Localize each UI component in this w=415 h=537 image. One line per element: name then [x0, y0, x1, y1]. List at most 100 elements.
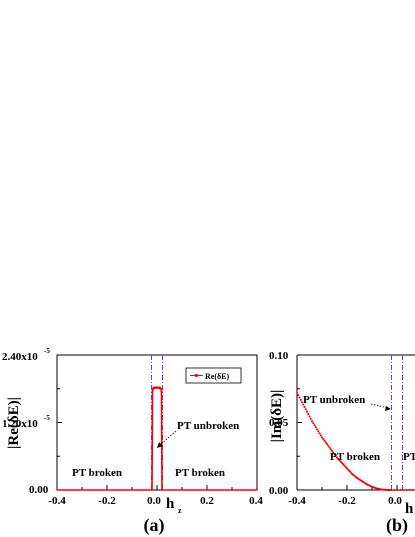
data-point	[393, 488, 396, 491]
data-point	[338, 459, 341, 462]
data-point	[339, 460, 342, 463]
data-point	[402, 488, 405, 491]
data-point	[333, 453, 336, 456]
y-tick-label: 0.10	[269, 350, 289, 362]
data-point	[396, 488, 399, 491]
region-label-pt-broken-right: PT broken	[175, 467, 225, 479]
tick-marks	[296, 354, 398, 491]
data-point	[304, 408, 307, 411]
data-point	[408, 488, 411, 491]
data-point	[323, 439, 326, 442]
x-axis-label: h	[405, 501, 414, 517]
data-point	[348, 470, 351, 473]
data-point	[330, 449, 334, 452]
y-tick-label: 0.00	[29, 484, 49, 496]
panel-b: |Im(δE)| 0.10 0.05 0.00 -0.4 -0.2 0.0 h …	[269, 350, 415, 536]
region-label-pt-broken: PT broken	[330, 451, 380, 463]
data-point	[317, 430, 320, 433]
data-point	[297, 394, 300, 397]
x-tick-label: -0.4	[288, 495, 306, 507]
x-tick-label: -0.2	[98, 495, 116, 507]
y-tick-exponent: -5	[44, 414, 50, 422]
data-point	[305, 410, 309, 413]
data-point	[344, 466, 347, 469]
region-label-pt-unbroken: PT unbroken	[303, 394, 365, 406]
region-label-pt-unbroken: PT unbroken	[177, 420, 239, 432]
data-point	[297, 391, 299, 394]
x-axis-label-subscript: z	[178, 506, 182, 515]
data-point	[337, 457, 340, 461]
data-point	[310, 420, 314, 423]
y-tick-label: 0.00	[269, 485, 289, 497]
annotation-arrowhead	[157, 442, 163, 448]
data-point	[399, 488, 402, 491]
data-point	[332, 451, 335, 454]
phase-boundary-lines	[391, 355, 403, 490]
annotation-arrow	[159, 430, 177, 446]
data-point	[318, 432, 321, 435]
im-dE-series	[297, 391, 414, 491]
data-point	[309, 417, 312, 420]
data-point	[335, 456, 339, 459]
data-point	[302, 403, 305, 406]
re-dE-series	[57, 386, 257, 491]
data-point	[334, 454, 337, 457]
data-point	[343, 464, 346, 467]
data-point	[324, 441, 327, 444]
data-point	[299, 398, 302, 401]
data-point	[322, 437, 325, 441]
data-point	[345, 467, 349, 470]
legend-box	[185, 367, 242, 384]
legend: Re(δE)	[185, 367, 242, 384]
panel-label-b: (b)	[386, 515, 408, 536]
data-point	[347, 468, 350, 471]
data-point	[325, 443, 329, 446]
data-point	[307, 413, 310, 416]
data-point	[303, 405, 306, 409]
region-label-pt-broken-left: PT broken	[72, 467, 122, 479]
data-point	[151, 390, 154, 393]
y-tick-label: 1.20x10	[2, 418, 38, 430]
x-tick-label: -0.2	[338, 495, 356, 507]
legend-label: Re(δE)	[205, 372, 229, 381]
data-point	[328, 446, 331, 449]
annotation-arrowhead	[385, 406, 391, 411]
x-tick-label: 0.2	[200, 495, 214, 507]
y-tick-label: 2.40x10	[2, 351, 38, 363]
x-tick-label: 0.0	[388, 495, 402, 507]
data-point	[314, 426, 317, 429]
data-point	[320, 436, 324, 439]
data-point	[342, 463, 345, 466]
data-point	[300, 401, 304, 404]
data-point	[405, 488, 408, 491]
data-point	[160, 390, 163, 393]
legend-marker	[194, 373, 199, 378]
data-point	[327, 444, 330, 447]
panel-a: |Re(δE)| 2.40x10 -5 1.20x10 -5 0.00 -0.4…	[2, 347, 263, 536]
y-axis-label: |Im(δE)|	[269, 390, 285, 443]
x-axis-label: h	[166, 496, 175, 512]
data-point	[298, 396, 301, 399]
data-point	[411, 488, 414, 491]
x-tick-label: 0.4	[249, 495, 263, 507]
y-axis-label: |Re(δE)|	[6, 397, 22, 449]
region-label-pt-cut: PT	[403, 451, 415, 463]
y-tick-exponent: -5	[44, 347, 50, 355]
data-point	[340, 461, 344, 465]
data-point	[349, 471, 352, 474]
data-point	[319, 434, 322, 437]
x-tick-label: 0.0	[147, 495, 161, 507]
data-point	[313, 424, 316, 427]
phase-boundary-lines	[151, 355, 163, 490]
data-point	[315, 428, 319, 431]
annotation-arrow	[370, 403, 389, 409]
x-tick-label: -0.4	[48, 495, 66, 507]
data-point	[308, 415, 311, 418]
data-point	[159, 387, 163, 390]
data-point	[312, 422, 315, 425]
data-point	[390, 488, 393, 491]
y-tick-label: 0.05	[269, 417, 289, 429]
panel-label-a: (a)	[144, 515, 165, 536]
data-point	[329, 448, 332, 451]
